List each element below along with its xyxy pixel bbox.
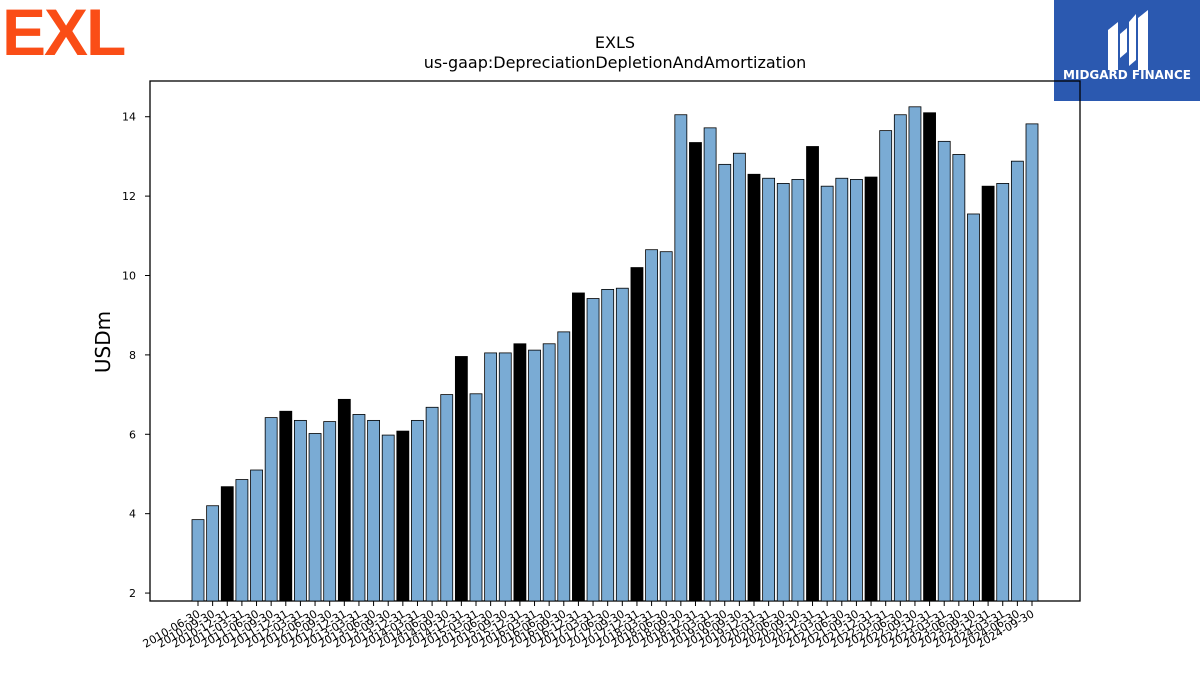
bar: [191, 519, 205, 602]
y-tick-label: 6: [129, 428, 136, 441]
bar: [967, 213, 980, 602]
bar: [601, 288, 615, 602]
bar: [220, 486, 234, 602]
bar: [864, 176, 878, 602]
bar: [908, 106, 922, 602]
bar: [762, 177, 776, 602]
y-tick-label: 4: [129, 508, 136, 521]
bar: [440, 394, 454, 602]
bar: [586, 298, 600, 602]
midgard-finance-logo: MIDGARD FINANCE: [1054, 0, 1200, 101]
bar: [381, 434, 395, 602]
bar: [937, 140, 951, 602]
bar: [454, 356, 468, 602]
bar: [250, 469, 263, 602]
bar: [235, 479, 249, 602]
bar: [747, 173, 761, 602]
bar: [674, 114, 688, 602]
bar: [659, 251, 673, 602]
y-axis-label: USDm: [91, 311, 115, 373]
bar: [425, 406, 439, 602]
exl-logo: EXL: [2, 0, 126, 69]
bar: [206, 505, 220, 602]
bar: [952, 154, 966, 602]
bar: [323, 421, 337, 602]
bar: [352, 414, 366, 602]
bar: [308, 433, 322, 602]
bar: [806, 146, 819, 602]
y-tick-label: 8: [129, 349, 136, 362]
chart-subtitle: us-gaap:DepreciationDepletionAndAmortiza…: [424, 53, 807, 72]
bar: [893, 114, 907, 602]
bar: [484, 352, 498, 602]
bar: [645, 249, 658, 602]
y-tick-label: 10: [122, 270, 136, 283]
bar: [557, 331, 571, 602]
bar: [996, 183, 1010, 602]
bar: [337, 398, 351, 602]
bar: [923, 112, 936, 602]
bar: [279, 410, 293, 602]
bar: [528, 349, 541, 602]
bar: [981, 185, 995, 602]
bar: [498, 352, 512, 602]
bar: [703, 127, 717, 602]
bar: [396, 430, 410, 602]
bar: [513, 343, 527, 602]
bar: [776, 183, 790, 602]
chart-title: EXLS: [595, 33, 635, 52]
bar: [1010, 160, 1024, 602]
bar: [630, 267, 644, 602]
bar: [1025, 123, 1039, 602]
bar: [791, 179, 805, 602]
bar: [689, 142, 702, 602]
bar: [294, 419, 307, 602]
bar: [542, 343, 556, 602]
bar: [367, 419, 380, 602]
bar: [835, 177, 849, 602]
bar: [718, 163, 732, 602]
bar: [850, 179, 863, 602]
bar: [572, 292, 585, 602]
plot-frame: [149, 80, 1081, 602]
bar: [615, 287, 629, 602]
midgard-finance-wordmark: MIDGARD FINANCE: [1063, 68, 1191, 82]
y-tick-label: 14: [122, 111, 136, 124]
bar: [820, 185, 834, 602]
bar: [469, 393, 483, 602]
y-tick-label: 2: [129, 587, 136, 600]
bar: [411, 419, 424, 602]
bar: [879, 130, 893, 602]
bar: [732, 152, 746, 602]
y-tick-label: 12: [122, 190, 136, 203]
bar: [264, 417, 278, 602]
midgard-mark-icon: [1054, 0, 1200, 101]
